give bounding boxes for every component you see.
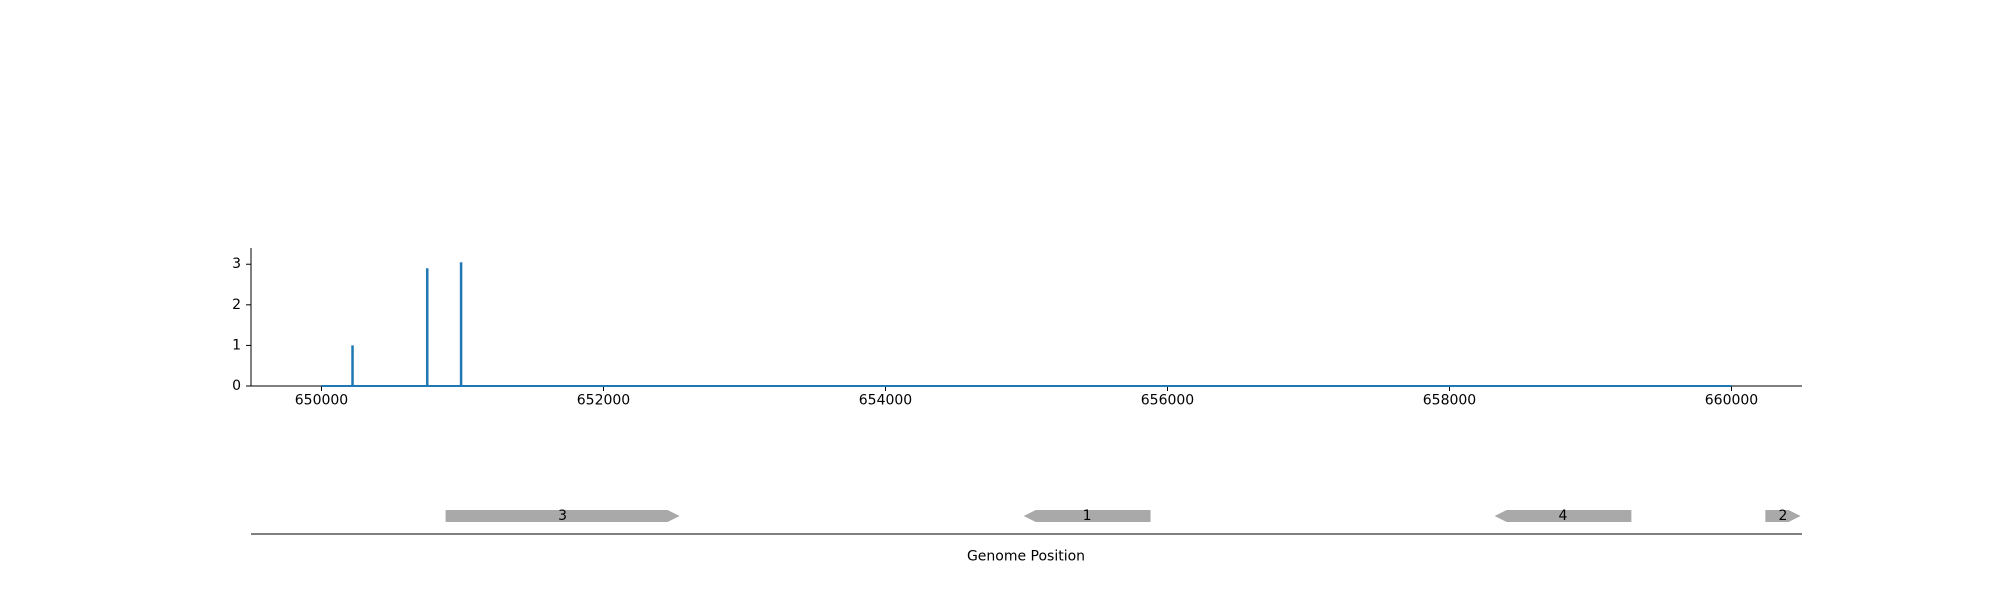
y-tick-label: 3 — [232, 256, 241, 272]
gene-feature-arrow — [1765, 510, 1801, 522]
y-tick-label: 2 — [232, 297, 241, 313]
y-tick-label: 0 — [232, 378, 241, 394]
x-tick-label: 654000 — [859, 393, 912, 409]
gene-label: 3 — [558, 508, 567, 524]
y-axis-ticks: 0 1 2 3 — [232, 256, 251, 394]
x-axis-title: Genome Position — [967, 549, 1085, 565]
gene-label: 1 — [1083, 508, 1092, 524]
gene-features: 3 1 4 2 — [445, 508, 1801, 524]
gene-feature-arrow — [1023, 510, 1151, 522]
x-tick-label: 650000 — [295, 393, 348, 409]
x-tick-label: 660000 — [1705, 393, 1758, 409]
gene-feature-arrow — [1494, 510, 1632, 522]
y-tick-label: 1 — [232, 337, 241, 353]
x-tick-label: 652000 — [577, 393, 630, 409]
gene-track-panel: 3 1 4 2 Genome Position — [251, 508, 1802, 565]
signal-plot-panel: 0 1 2 3 650000 652000 654000 656000 658000 66000… — [232, 248, 1802, 409]
x-tick-label: 658000 — [1423, 393, 1476, 409]
gene-feature-arrow — [445, 510, 680, 522]
signal-series — [321, 262, 1732, 387]
gene-label: 4 — [1559, 508, 1568, 524]
x-tick-label: 656000 — [1141, 393, 1194, 409]
x-axis-ticks: 650000 652000 654000 656000 658000 660000 — [295, 386, 1758, 409]
gene-label: 2 — [1779, 508, 1788, 524]
